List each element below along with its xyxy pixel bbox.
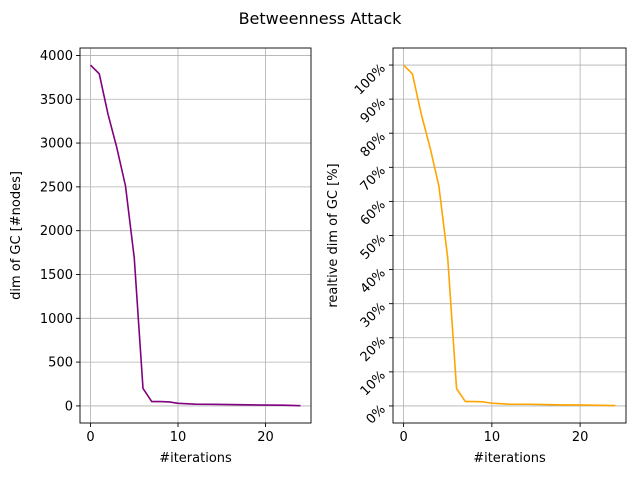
y-axis-label: realtive dim of GC [%] [326, 163, 341, 307]
x-tick-label: 20 [572, 430, 589, 445]
x-tick-label: 20 [257, 430, 274, 445]
right-plot: 0 10 20 0% 10%20%30%40%50%60%70% 80%90%100% #i… [326, 47, 627, 466]
y-tick-label: 40% [358, 266, 389, 297]
x-tick-label: 10 [170, 430, 187, 445]
series-line [89, 64, 301, 407]
y-tick-label: 100% [352, 61, 389, 98]
y-tick-label: 50% [358, 232, 389, 263]
x-axis-label: #iterations [473, 451, 546, 466]
y-tick-label: 20% [358, 334, 389, 365]
y-tick-label: 10% [358, 368, 389, 399]
x-tick-label: 0 [399, 430, 407, 445]
axes-frame [79, 47, 312, 424]
y-axis-label: dim of GC [#nodes] [9, 171, 24, 300]
y-tick-label: 30% [358, 300, 389, 331]
y-tick-label: 80% [358, 129, 389, 160]
x-axis-label: #iterations [159, 451, 232, 466]
y-tick-label: 0 [65, 399, 73, 414]
y-tick-label: 4000 [40, 49, 73, 64]
y-tick-label: 0% [364, 402, 389, 427]
x-tick-label: 0 [86, 430, 94, 445]
y-tick-label: 3500 [40, 93, 73, 108]
left-plot: 0 10 20 0 500 1000 1500 2000 2500 3000 3500 4000 #it… [9, 47, 312, 466]
series-line [403, 64, 616, 407]
y-tick-label: 1500 [40, 268, 73, 283]
y-tick-label: 1000 [40, 312, 73, 327]
y-tick-label: 90% [358, 95, 389, 126]
y-tick-label: 500 [48, 356, 73, 371]
y-tick-label: 70% [358, 164, 389, 195]
figure-title: Betweenness Attack [239, 9, 403, 28]
x-tick-label: 10 [484, 430, 501, 445]
y-tick-label: 2000 [40, 224, 73, 239]
y-tick-label: 3000 [40, 137, 73, 152]
y-tick-label: 60% [358, 198, 389, 229]
y-tick-label: 2500 [40, 180, 73, 195]
